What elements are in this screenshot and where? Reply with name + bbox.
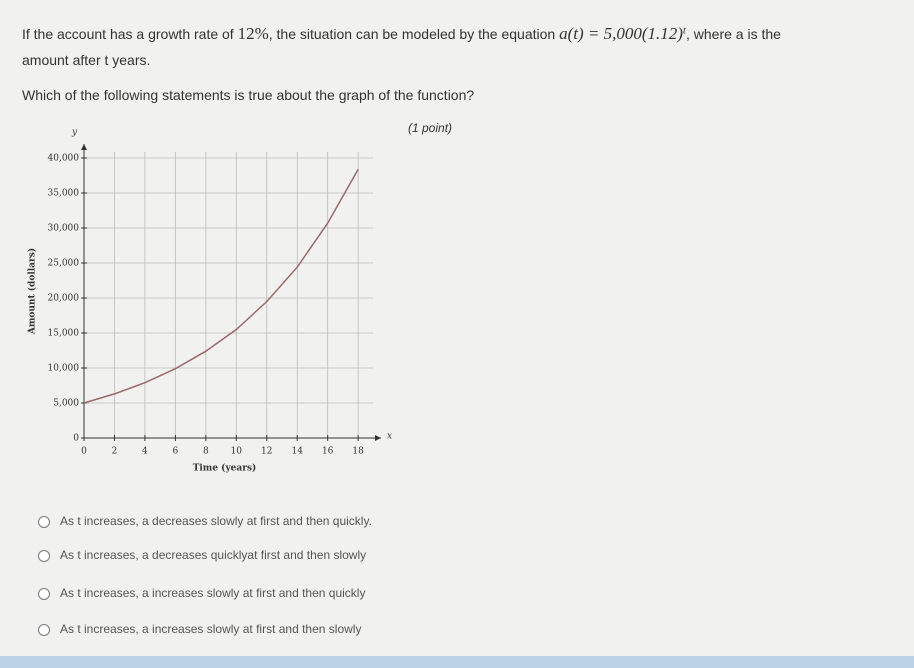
x-tick-label: 18 [352,447,364,457]
option[interactable]: As t increases, a decreases quicklyat fi… [38,548,366,562]
y-axis-label: Amount (dollars) [27,248,38,335]
radio[interactable] [38,515,50,528]
x-arrow [375,435,381,441]
x-tick-label: 10 [231,447,243,457]
x-symbol: x [387,432,392,442]
option[interactable]: As t increases, a increases slowly at fi… [38,622,361,636]
y-tick-label: 15,000 [48,329,80,339]
x-tick-label: 12 [261,447,272,457]
prompt: Which of the following statements is tru… [22,87,475,103]
y-symbol: y [71,128,78,138]
option[interactable]: As t increases, a increases slowly at fi… [38,586,365,600]
y-tick-label: 40,000 [48,154,80,164]
option[interactable]: As t increases, a decreases slowly at fi… [38,514,372,528]
x-tick-label: 4 [142,447,148,457]
x-tick-label: 14 [292,447,304,457]
text: , where a is the [685,26,781,42]
bottom-bar [0,656,914,668]
chart: 0 5,000 10,000 15,000 20,000 25,000 30,000 35,0… [27,128,393,474]
option-text: As t increases, a decreases slowly at fi… [60,514,372,528]
x-tick-label: 0 [81,447,87,457]
radio[interactable] [38,623,50,636]
option-text: As t increases, a increases slowly at fi… [60,586,366,600]
text: If the account has a growth rate of [22,26,234,42]
y-tick-label: 35,000 [48,189,80,199]
x-tick-label: 8 [203,447,209,457]
radio[interactable] [38,549,50,562]
x-axis-label: Time (years) [193,463,257,474]
text: , the situation can be modeled by the eq… [268,26,556,42]
rate: 12% [237,24,269,43]
y-tick-label: 20,000 [48,294,80,304]
question-line2: amount after t years. [22,52,151,68]
equation: a(t) = 5,000(1.12) [559,24,683,43]
data-line [83,168,359,404]
y-tick-label: 10,000 [48,364,80,374]
x-tick-label: 2 [112,447,118,457]
exponent: t [682,24,686,37]
radio[interactable] [38,587,50,600]
y-arrow [81,144,87,150]
option-text: As t increases, a increases slowly at fi… [60,622,362,636]
x-tick-label: 6 [173,447,179,457]
y-tick-label: 30,000 [48,224,80,234]
y-tick-label: 5,000 [53,399,79,409]
points: (1 point) [408,121,453,135]
question-line1: If the account has a growth rate of 12%,… [22,24,781,44]
y-tick-label: 25,000 [48,259,80,269]
x-tick-label: 16 [322,447,334,457]
option-text: As t increases, a decreases quicklyat fi… [60,548,367,562]
y-tick-label: 0 [73,434,79,444]
